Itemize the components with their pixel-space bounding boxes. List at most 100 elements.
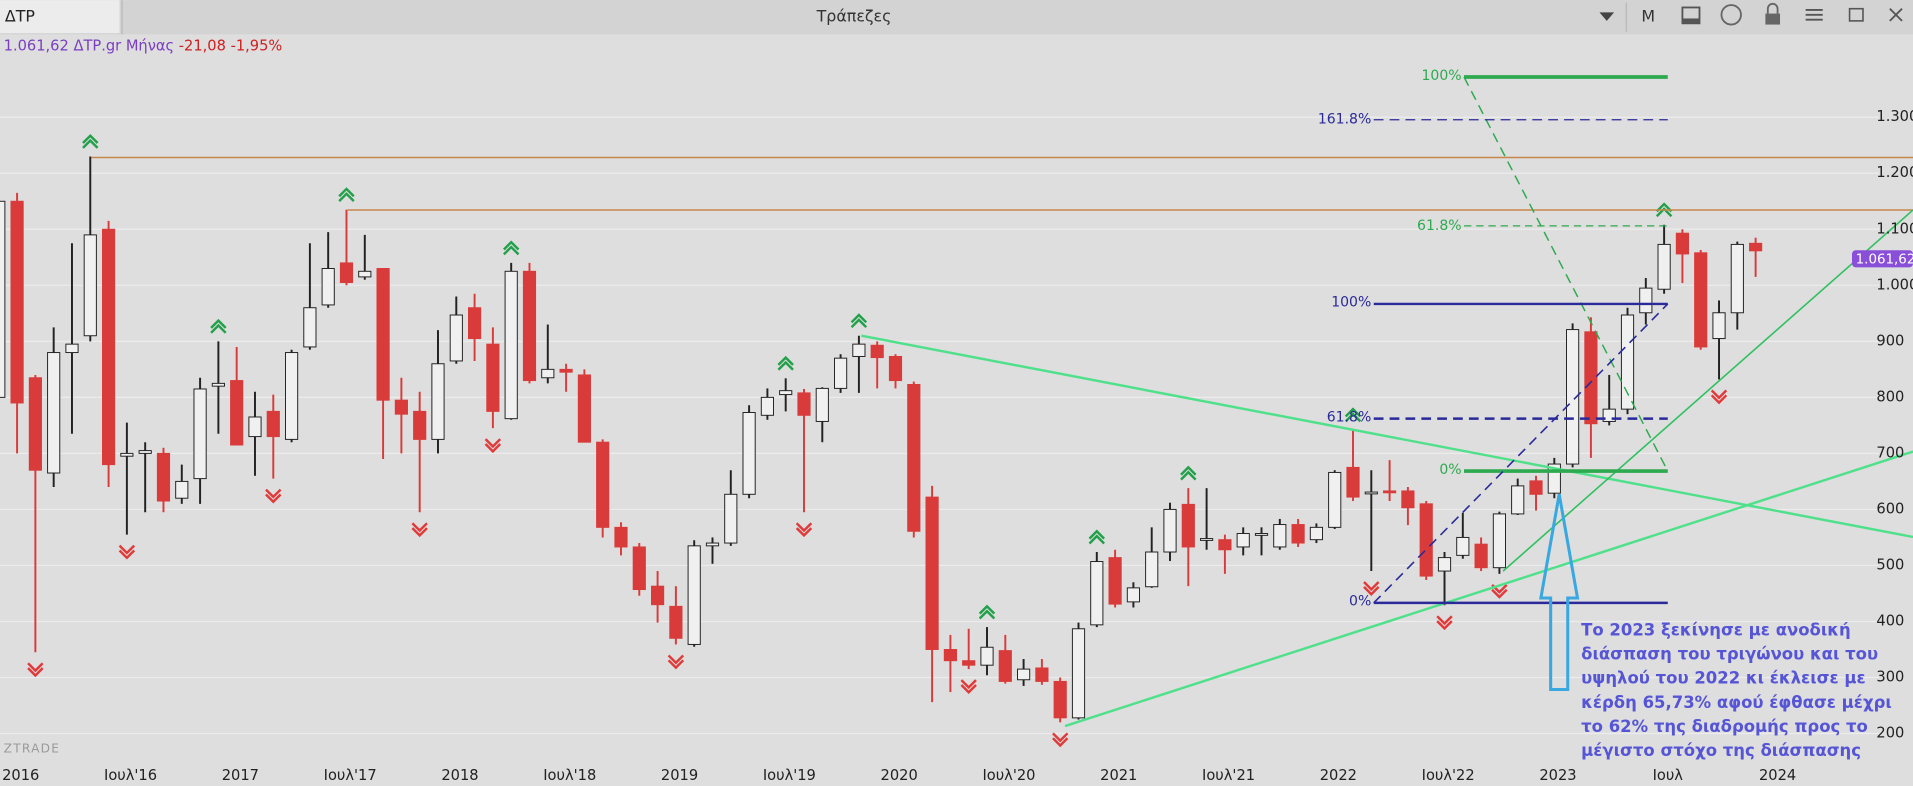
candle-body bbox=[1218, 539, 1232, 551]
candle-body bbox=[0, 200, 6, 398]
candle-body bbox=[1053, 680, 1067, 719]
annotation: Το 2023 ξεκίνησε με ανοδική διάσπαση του … bbox=[1581, 620, 1892, 760]
candle-body bbox=[852, 343, 866, 357]
candle-body bbox=[284, 352, 299, 440]
candle-body bbox=[1108, 557, 1122, 605]
candle-body bbox=[156, 452, 171, 502]
candle-body bbox=[742, 412, 756, 495]
candle-body bbox=[1017, 668, 1031, 681]
info-change: -21,08 bbox=[179, 38, 226, 55]
x-tick-label: 2020 bbox=[881, 767, 918, 784]
sell-signal bbox=[265, 488, 282, 504]
candle-body bbox=[431, 363, 445, 440]
restore-icon[interactable] bbox=[1848, 7, 1864, 22]
symbol-tab[interactable] bbox=[0, 0, 120, 34]
candle-body bbox=[1566, 329, 1580, 465]
candle-body bbox=[1035, 667, 1049, 682]
lock-icon-shackle bbox=[1766, 2, 1779, 14]
y-tick-label: 1.000 bbox=[1876, 276, 1913, 293]
candle-body bbox=[1419, 503, 1433, 577]
drawings: 100% 161.8% 61.8% 100% 61.8% 0% 0% bbox=[91, 68, 1913, 728]
candle-body bbox=[1620, 314, 1635, 410]
buy-signal bbox=[1088, 529, 1105, 545]
candle-body bbox=[1456, 536, 1470, 556]
candle-body bbox=[1254, 533, 1269, 536]
candle-body bbox=[1328, 471, 1342, 528]
buy-signal bbox=[1655, 202, 1673, 218]
x-tick-label: 2018 bbox=[441, 767, 478, 784]
annotation-line: το 62% της διαδρομής προς το bbox=[1581, 717, 1868, 736]
sell-signal bbox=[1710, 389, 1728, 405]
x-tick-label: Ιουλ'19 bbox=[763, 767, 816, 784]
x-tick-label: 2016 bbox=[2, 767, 39, 784]
candle-body bbox=[980, 646, 994, 666]
annotation-line: μέγιστο στόχο της διάσπασης bbox=[1581, 741, 1861, 760]
layout-icon-fill bbox=[1682, 18, 1700, 24]
candle-body bbox=[834, 357, 848, 389]
x-tick-label: 2021 bbox=[1100, 767, 1137, 784]
menu-icon[interactable] bbox=[1805, 8, 1823, 21]
candle-body bbox=[1401, 490, 1415, 509]
period-button[interactable]: M bbox=[1641, 7, 1655, 26]
fib-label: 100% bbox=[1422, 68, 1462, 84]
candle-body bbox=[1657, 243, 1671, 290]
y-tick-label: 200 bbox=[1876, 725, 1904, 742]
candle-body bbox=[1200, 538, 1214, 541]
annotation-line: διάσπαση του τριγώνου και του bbox=[1581, 645, 1878, 664]
x-tick-label: Ιουλ'18 bbox=[543, 767, 596, 784]
fib-label: 61.8% bbox=[1417, 218, 1462, 234]
candle-body bbox=[449, 314, 463, 362]
candle-body bbox=[724, 493, 738, 544]
candle-body bbox=[1492, 513, 1506, 569]
candle-body bbox=[1529, 480, 1543, 495]
sell-signal bbox=[118, 544, 136, 560]
trend-line bbox=[1064, 450, 1913, 728]
candle-body bbox=[47, 352, 61, 474]
candle-body bbox=[815, 387, 829, 422]
candle-body bbox=[339, 262, 354, 284]
candle-body bbox=[230, 380, 244, 446]
y-tick-label: 600 bbox=[1876, 500, 1904, 517]
trend-line bbox=[1502, 209, 1913, 572]
x-tick-label: 2022 bbox=[1320, 767, 1357, 784]
sell-signal bbox=[960, 679, 977, 695]
x-tick-label: Ιουλ bbox=[1653, 767, 1684, 784]
candle-body bbox=[1474, 543, 1488, 569]
x-tick-label: Ιουλ'22 bbox=[1422, 767, 1475, 784]
sell-signal bbox=[484, 438, 502, 454]
watermark: ZTRADE bbox=[4, 742, 61, 756]
x-tick-label: 2017 bbox=[222, 767, 259, 784]
candle-body bbox=[1181, 503, 1195, 548]
close-icon[interactable] bbox=[1889, 8, 1903, 22]
y-tick-label: 800 bbox=[1876, 388, 1904, 405]
candle-body bbox=[1639, 287, 1653, 314]
trend-line bbox=[861, 334, 1913, 539]
buy-signal bbox=[777, 355, 794, 371]
buy-signal bbox=[978, 604, 996, 620]
x-tick-label: Ιουλ'16 bbox=[104, 767, 157, 784]
annotation-line: κέρδη 65,73% αφού έφθασε μέχρι bbox=[1581, 693, 1892, 712]
candle-body bbox=[522, 270, 537, 382]
candle-body bbox=[504, 270, 518, 420]
last-price-label: 1.061,62 bbox=[1856, 252, 1913, 267]
candle-body bbox=[888, 355, 903, 382]
info-price: 1.061,62 bbox=[4, 38, 69, 55]
comment-icon[interactable] bbox=[1720, 4, 1742, 26]
candle-body bbox=[779, 390, 793, 396]
candle-body bbox=[10, 200, 24, 404]
candle-body bbox=[1309, 526, 1323, 541]
fib-label: 0% bbox=[1349, 594, 1371, 610]
lock-icon[interactable] bbox=[1765, 13, 1781, 25]
dropdown-icon[interactable] bbox=[1599, 12, 1615, 21]
buy-signal bbox=[503, 240, 520, 256]
candle-body bbox=[925, 496, 939, 650]
candle-body bbox=[1511, 485, 1525, 515]
candle-body bbox=[175, 480, 189, 499]
x-tick-label: 2019 bbox=[661, 767, 698, 784]
symbol-tab-label[interactable]: ΔΤΡ bbox=[5, 7, 36, 26]
candle-body bbox=[138, 450, 152, 454]
candle-body bbox=[413, 410, 427, 440]
candle-body bbox=[1694, 252, 1708, 348]
header-bar bbox=[0, 0, 1913, 35]
